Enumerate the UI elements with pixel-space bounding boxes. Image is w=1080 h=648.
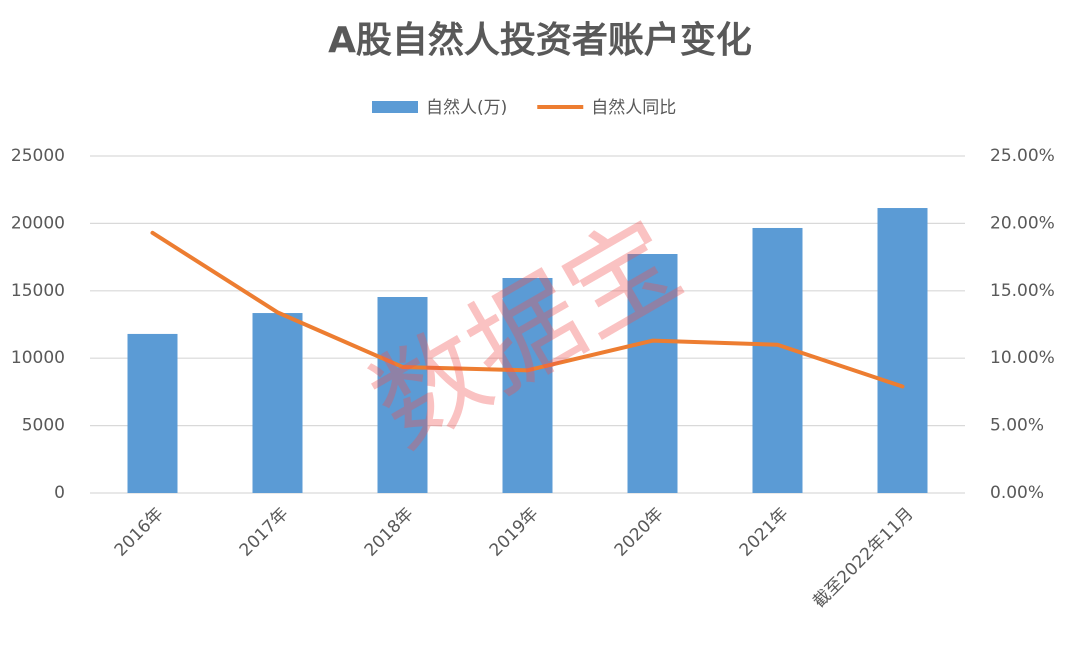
y-tick-label: 20000 <box>11 213 65 233</box>
y2-tick-label: 20.00% <box>990 213 1055 233</box>
y-tick-label: 0 <box>54 483 65 503</box>
y2-tick-label: 15.00% <box>990 281 1055 301</box>
y-tick-label: 25000 <box>11 146 65 166</box>
y-tick-label: 15000 <box>11 281 65 301</box>
y2-tick-label: 5.00% <box>990 416 1044 436</box>
bar <box>752 227 803 493</box>
chart-title: A股自然人投资者账户变化 <box>328 19 752 61</box>
y2-tick-label: 10.00% <box>990 348 1055 368</box>
legend-swatch <box>372 101 418 113</box>
x-tick-label: 2020年 <box>611 504 668 561</box>
legend-label: 自然人(万) <box>426 98 507 118</box>
y-tick-label: 10000 <box>11 348 65 368</box>
y2-tick-label: 25.00% <box>990 146 1055 166</box>
x-tick-label: 2016年 <box>111 504 168 561</box>
y2-tick-label: 0.00% <box>990 483 1044 503</box>
bar <box>502 277 553 493</box>
bar <box>877 208 928 493</box>
x-tick-label: 2018年 <box>361 504 418 561</box>
bar <box>377 297 428 493</box>
y-tick-label: 5000 <box>22 416 65 436</box>
x-tick-label: 截至2022年11月 <box>809 504 917 612</box>
bar <box>127 333 178 493</box>
x-tick-label: 2019年 <box>486 504 543 561</box>
line <box>150 230 905 389</box>
x-tick-label: 2021年 <box>736 504 793 561</box>
legend-label: 自然人同比 <box>591 98 676 118</box>
bar <box>252 313 303 493</box>
x-tick-label: 2017年 <box>236 504 293 561</box>
bar <box>627 253 678 493</box>
